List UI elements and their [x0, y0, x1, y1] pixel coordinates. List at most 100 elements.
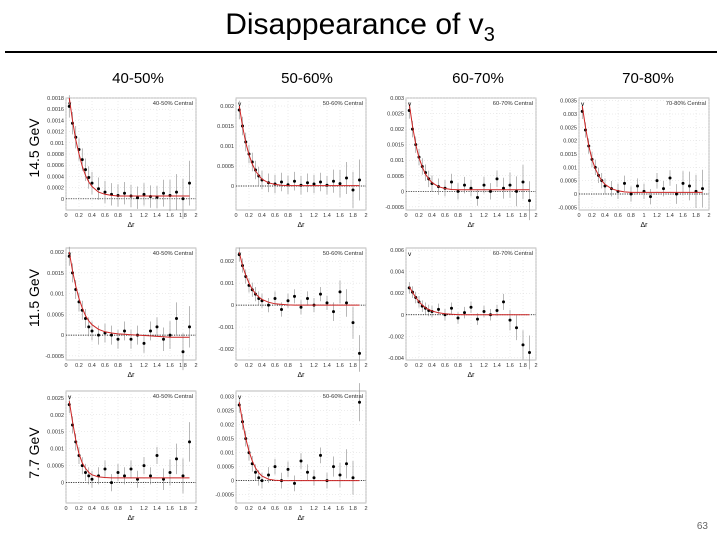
data-point	[319, 180, 322, 184]
data-point	[286, 299, 290, 303]
legend-entry: 70-80% Central	[666, 101, 706, 107]
data-point	[655, 179, 659, 183]
x-tick-label: 0.6	[101, 506, 109, 512]
y-tick-label: 0.0025	[560, 125, 577, 131]
fit-curve	[581, 105, 703, 193]
x-tick-label: 0	[577, 213, 580, 219]
y-tick-label: 0.0014	[47, 118, 64, 124]
data-point	[188, 325, 191, 329]
y-tick-label: 0.0015	[47, 271, 64, 277]
data-point	[623, 181, 626, 185]
y-axis-label: v	[68, 101, 72, 108]
title-main: Disappearance of v	[225, 8, 484, 41]
data-point	[273, 297, 277, 301]
data-point	[149, 474, 152, 478]
fit-curve	[408, 104, 530, 191]
data-point	[345, 301, 348, 305]
x-tick-label: 0.2	[245, 213, 253, 219]
x-tick-label: 1.8	[349, 506, 357, 512]
data-point	[469, 186, 473, 190]
y-tick-label: 0.0015	[560, 152, 577, 158]
data-point	[181, 350, 185, 354]
x-tick-label: 0.6	[441, 213, 449, 219]
y-axis-label: v	[408, 101, 412, 108]
title-subscript: 3	[483, 24, 495, 46]
data-point	[103, 467, 107, 471]
data-point	[515, 326, 518, 330]
data-point	[97, 333, 100, 337]
x-tick-label: 0.2	[75, 506, 83, 512]
data-point	[662, 187, 665, 191]
y-tick-label: 0.0018	[47, 96, 64, 102]
y-tick-label: 0.002	[220, 104, 234, 110]
fit-curve	[68, 252, 190, 338]
y-tick-label: 0.003	[563, 112, 577, 118]
x-tick-label: 0.6	[441, 363, 449, 369]
data-point	[351, 321, 355, 325]
x-tick-label: 0.4	[428, 213, 436, 219]
data-point	[293, 481, 296, 485]
legend-entry: 40-50% Central	[153, 394, 193, 400]
data-point	[175, 190, 178, 194]
x-tick-label: 1	[299, 363, 302, 369]
fit-curve	[68, 401, 190, 479]
fit-curve	[238, 252, 360, 306]
legend-entry: 60-70% Central	[493, 101, 533, 107]
data-point	[97, 187, 100, 191]
data-point	[149, 329, 152, 333]
x-tick-label: 2	[194, 363, 197, 369]
x-tick-label: 1.4	[493, 363, 501, 369]
legend-entry: 40-50% Central	[153, 101, 193, 107]
x-tick-label: 0.4	[88, 506, 96, 512]
x-tick-label: 1.2	[310, 213, 318, 219]
data-point	[476, 317, 479, 321]
chart-panel: -0.0005 0 0.0005 0.001 0.0015 0.002 0.0025 0.00…	[215, 383, 368, 522]
data-point	[155, 453, 159, 457]
x-tick-label: 1.8	[519, 213, 527, 219]
data-point	[312, 182, 316, 186]
data-point	[338, 473, 342, 477]
x-tick-label: 0.2	[245, 506, 253, 512]
x-tick-label: 1	[299, 213, 302, 219]
data-point	[110, 481, 113, 485]
y-tick-label: 0.0015	[217, 124, 234, 130]
x-tick-label: 0.4	[601, 213, 609, 219]
y-tick-label: 0.0012	[47, 130, 64, 136]
data-point	[188, 440, 191, 444]
data-point	[123, 329, 126, 333]
y-tick-label: 0.0005	[47, 312, 64, 318]
x-tick-label: 0.6	[271, 506, 279, 512]
y-tick-label: 0.001	[50, 447, 64, 453]
fit-curve	[238, 402, 360, 482]
data-point	[136, 196, 139, 200]
x-tick-label: 2	[194, 213, 197, 219]
x-axis-label: Δr	[467, 372, 475, 379]
x-tick-label: 1.2	[653, 213, 661, 219]
x-tick-label: 2	[707, 213, 710, 219]
y-tick-label: 0.002	[563, 139, 577, 145]
y-tick-label: -0.0005	[215, 493, 234, 499]
x-tick-label: 2	[364, 506, 367, 512]
y-tick-label: 0.0005	[47, 464, 64, 470]
x-tick-label: 0.2	[415, 363, 423, 369]
data-point	[175, 457, 178, 461]
data-point	[345, 176, 348, 180]
data-point	[181, 474, 185, 478]
x-tick-label: 1.6	[506, 213, 514, 219]
x-axis-label: Δr	[640, 222, 648, 229]
y-tick-label: 0	[61, 481, 64, 487]
data-point	[508, 318, 512, 322]
x-tick-label: 1.8	[349, 363, 357, 369]
data-point	[319, 453, 322, 457]
x-tick-label: 0.8	[114, 506, 122, 512]
x-tick-label: 0.4	[88, 213, 96, 219]
x-tick-label: 2	[194, 506, 197, 512]
legend-entry: 50-60% Central	[323, 251, 363, 257]
data-point	[351, 476, 355, 480]
y-tick-label: 0.001	[390, 158, 404, 164]
y-tick-label: 0.001	[563, 165, 577, 171]
x-tick-label: 0.8	[454, 213, 462, 219]
y-tick-label: 0	[231, 184, 234, 190]
x-tick-label: 1.4	[153, 213, 161, 219]
y-tick-label: 0	[231, 303, 234, 309]
